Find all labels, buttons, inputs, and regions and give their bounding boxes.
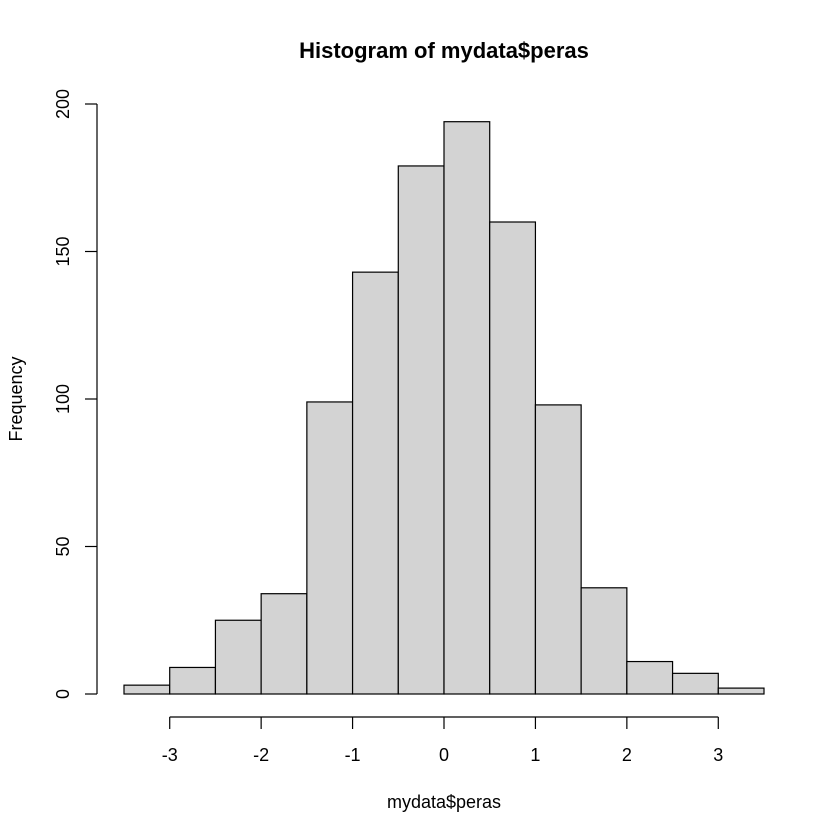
bars-group [123, 121, 765, 695]
histogram-bar-9 [534, 404, 582, 695]
x-tick-label: 1 [530, 745, 540, 765]
histogram-bar-6 [397, 165, 445, 695]
histogram-bar-5 [351, 271, 399, 695]
histogram-bar-13 [717, 687, 765, 695]
x-tick-label: 2 [622, 745, 632, 765]
histogram-bar-11 [626, 660, 674, 695]
histogram-bar-10 [580, 587, 628, 695]
y-tick-label: 0 [53, 689, 73, 699]
histogram-bar-2 [214, 619, 262, 695]
y-tick-label: 100 [53, 384, 73, 414]
histogram-bar-8 [489, 221, 537, 695]
x-tick-label: -3 [162, 745, 178, 765]
y-tick-label: 50 [53, 536, 73, 556]
y-axis: 0 50 100 150 200 [53, 89, 98, 699]
chart-title: Histogram of mydata$peras [299, 38, 589, 63]
y-axis-title: Frequency [6, 356, 26, 441]
histogram-bar-12 [671, 672, 719, 695]
histogram-bar-0 [123, 684, 171, 695]
x-tick-label: -1 [345, 745, 361, 765]
histogram-bar-3 [260, 593, 308, 695]
x-tick-label: 3 [713, 745, 723, 765]
histogram-bar-4 [306, 401, 354, 695]
histogram-bar-7 [443, 121, 491, 695]
x-tick-label: -2 [253, 745, 269, 765]
x-tick-label: 0 [439, 745, 449, 765]
x-axis-title: mydata$peras [387, 792, 501, 812]
y-tick-label: 200 [53, 89, 73, 119]
histogram-bar-1 [169, 666, 217, 695]
x-axis: -3 -2 -1 0 1 2 3 [162, 716, 723, 765]
y-tick-label: 150 [53, 236, 73, 266]
